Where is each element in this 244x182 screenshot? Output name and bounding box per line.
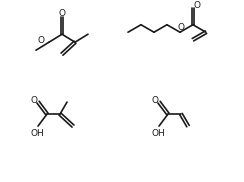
Text: O: O (177, 23, 184, 32)
Text: O: O (59, 9, 65, 18)
Text: OH: OH (151, 128, 165, 138)
Text: O: O (193, 1, 201, 10)
Text: OH: OH (30, 128, 44, 138)
Text: O: O (152, 96, 159, 105)
Text: O: O (30, 96, 38, 105)
Text: O: O (38, 36, 45, 45)
